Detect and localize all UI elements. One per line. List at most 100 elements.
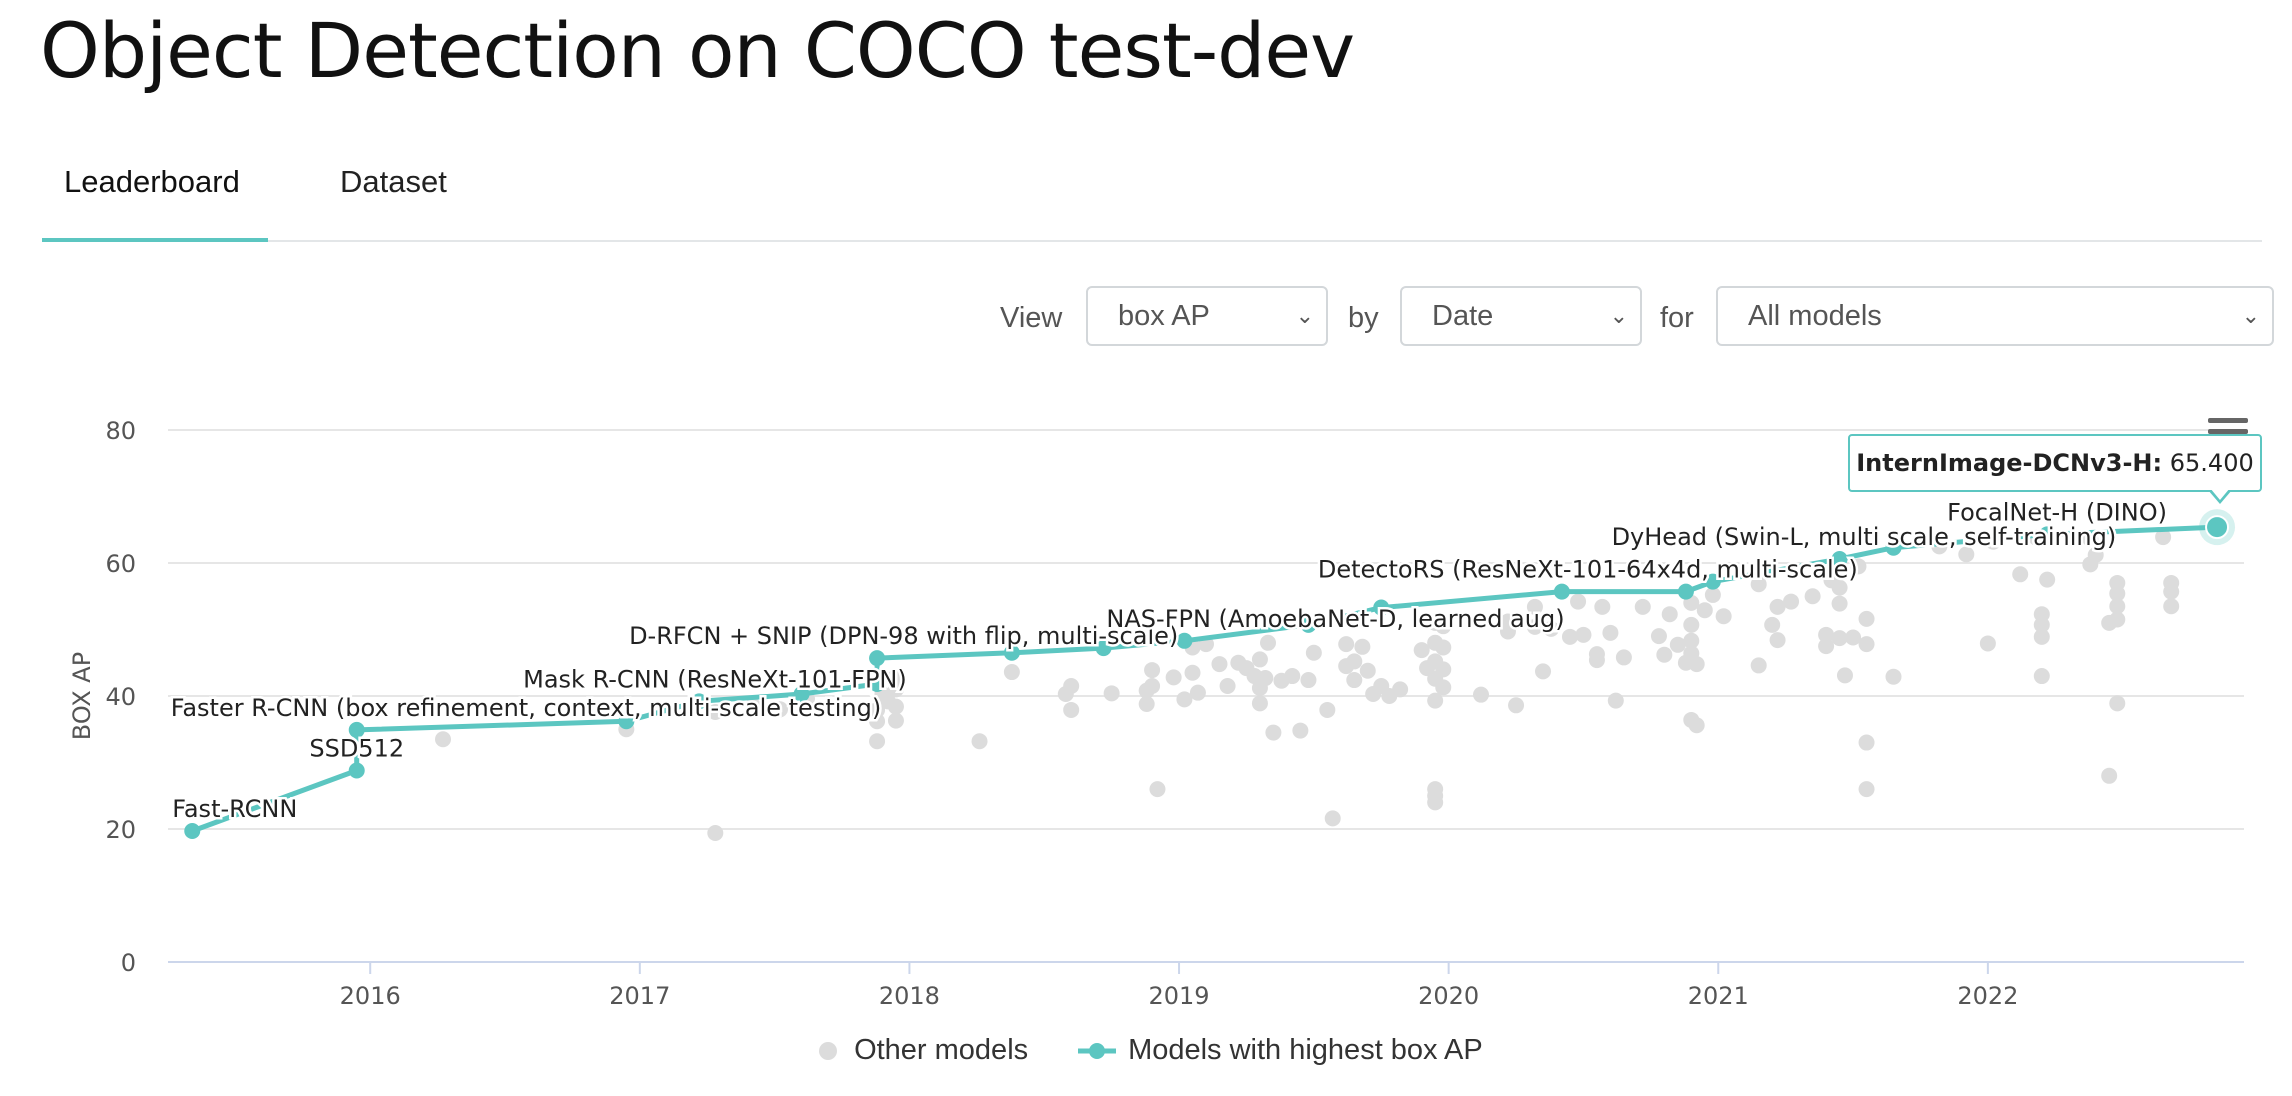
x-tick-label: 2022 [1957,982,2018,1010]
legend-item-best-models[interactable]: Models with highest box AP [1076,1034,1483,1067]
other-model-point [1850,558,1867,575]
best-model-point [691,693,708,710]
best-model-point [184,822,201,839]
other-model-point [1836,667,1853,684]
other-model-point [887,668,904,685]
other-model-point [1251,651,1268,668]
other-model-point [869,701,886,718]
other-model-point [1634,598,1651,615]
other-model-point [1588,652,1605,669]
other-model-point [2033,616,2050,633]
view-label: View [1000,302,1063,334]
date-select[interactable]: Date ⌄ [1400,286,1642,346]
other-model-point [707,703,724,720]
tooltip-arrow [2208,488,2232,504]
chart-filters: View box AP ⌄ by Date ⌄ for All models ⌄ [0,286,2292,350]
other-model-point [435,731,452,748]
best-model-point [1831,551,1848,568]
other-model-point [1526,598,1543,615]
other-model-point [1435,639,1452,656]
data-label: DetectoRS (ResNeXt-101-64x4d, multi-scal… [1318,556,1858,584]
other-model-point [2163,598,2180,615]
other-model-point [1535,663,1552,680]
chevron-down-icon: ⌄ [2241,303,2260,328]
other-model-point [1103,685,1120,702]
best-model-point [1003,644,1020,661]
other-model-point [1683,632,1700,649]
y-tick-label: 60 [105,550,136,578]
other-model-point [1696,602,1713,619]
other-model-point [1858,781,1875,798]
other-model-point [971,733,988,750]
tab-bar: Leaderboard Dataset [42,150,2262,242]
box-ap-chart: 0 20 40 60 80 2016 2017 2018 2019 2020 2021 2022 BOX… [68,417,2244,1010]
best-model-point [1704,573,1721,590]
other-model-point [1003,664,1020,681]
other-model-point [1284,668,1301,685]
legend-dot-icon [819,1042,837,1061]
other-model-point [1818,626,1835,643]
data-label: Mask R-CNN (ResNeXt-101-FPN) [523,665,907,693]
other-model-point [1764,616,1781,633]
other-model-point [1704,586,1721,603]
other-model-point [887,712,904,729]
other-model-point [1144,662,1161,679]
other-model-point [1602,624,1619,641]
other-model-point [1858,734,1875,751]
tab-dataset[interactable]: Dataset [340,164,447,199]
other-model-point [1346,672,1363,689]
best-model-point [1553,583,1570,600]
best-model-point [348,721,365,738]
other-model-point [745,697,762,714]
legend-label: Other models [854,1034,1029,1066]
other-model-point [1570,593,1587,610]
view-select[interactable]: box AP ⌄ [1086,286,1328,346]
other-model-point [1265,724,1282,741]
y-tick-label: 80 [105,417,136,445]
view-select-value: box AP [1118,300,1210,332]
other-model-point [1526,618,1543,635]
other-model-point [1435,679,1452,696]
other-model-point [1338,636,1355,653]
other-model-point [869,713,886,730]
other-model-point [1607,692,1624,709]
best-model-point [618,713,635,730]
x-tick-label: 2020 [1418,982,1479,1010]
active-tab-indicator [42,238,268,242]
other-model-point [887,698,904,715]
other-model-point [2163,583,2180,600]
other-model-point [1211,656,1228,673]
other-model-point [1359,662,1376,679]
x-tick-label: 2017 [609,982,670,1010]
other-model-point [2033,668,2050,685]
data-label: Fast-RCNN [172,795,297,823]
other-model-point [1769,632,1786,649]
other-model-point [869,733,886,750]
best-model-point [869,676,886,693]
other-model-point [1138,695,1155,712]
other-model-point [1354,638,1371,655]
page-title: Object Detection on COCO test-dev [40,6,1355,95]
other-model-point [1257,670,1274,687]
other-model-point [1845,629,1862,646]
y-tick-label: 0 [121,949,136,977]
other-model-point [1543,620,1560,637]
other-model-point [1300,672,1317,689]
other-model-point [2109,585,2126,602]
best-model-point [793,686,810,703]
other-model-point [1885,668,1902,685]
other-model-point [707,824,724,841]
other-model-point [2109,598,2126,615]
best-model-point [1885,539,1902,556]
data-label: D-RFCN + SNIP (DPN-98 with flip, multi-s… [629,622,1178,650]
other-model-point [1219,678,1236,695]
other-model-point [1683,616,1700,633]
other-model-point [1858,610,1875,627]
legend-label: Models with highest box AP [1128,1034,1483,1066]
models-select[interactable]: All models ⌄ [1716,286,2274,346]
legend-item-other-models[interactable]: Other models [818,1034,1028,1067]
other-model-point [1688,656,1705,673]
tooltip-value: 65.400 [2169,449,2254,477]
tab-leaderboard[interactable]: Leaderboard [64,164,240,199]
data-label: FocalNet-H (DINO) [1947,498,2167,526]
